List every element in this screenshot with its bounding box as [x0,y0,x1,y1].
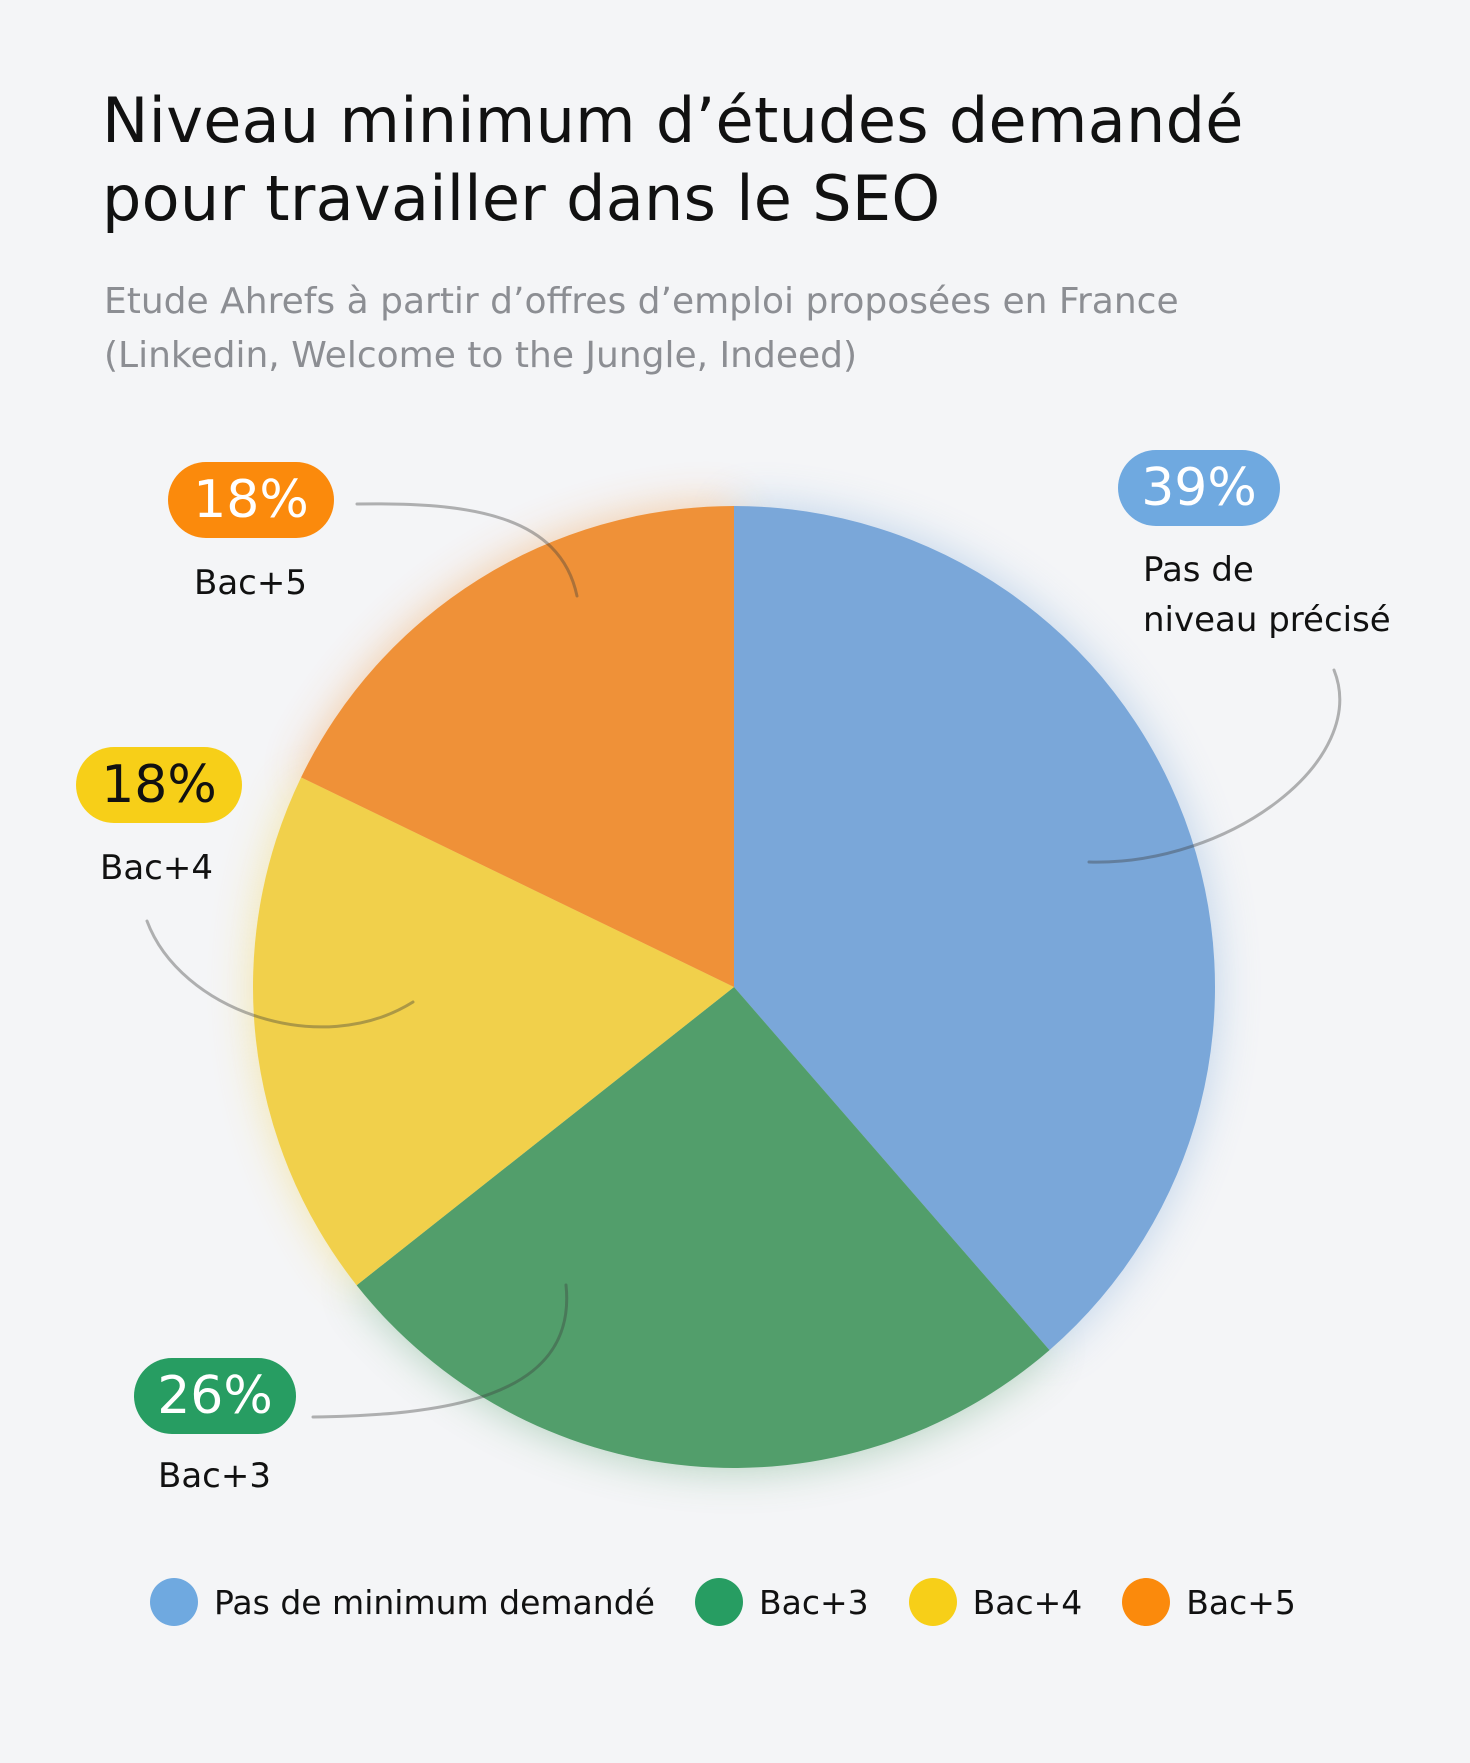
slice-pas-de-niveau [734,506,1216,1351]
leader-line-bac4 [145,919,415,1029]
chart-title: Niveau minimum d’études demandé pour tra… [102,84,1244,235]
badge-bac3: 26% [134,1358,296,1434]
legend-item-bac4: Bac+4 [908,1578,1083,1626]
chart-subtitle: Etude Ahrefs à partir d’offres d’emploi … [104,281,1179,376]
badge-bac5: 18% [168,462,334,538]
badge-bac4: 18% [76,747,242,823]
leader-line-pas-de-niveau [1087,668,1342,864]
legend-label: Bac+4 [972,1582,1083,1622]
legend-label: Pas de minimum demandé [214,1582,655,1622]
legend-label: Bac+3 [758,1582,869,1622]
slice-bac4 [252,777,734,1286]
legend-swatch [150,1578,198,1626]
slice-bac5 [301,505,734,987]
slice-bac3 [356,987,1050,1469]
leader-line-bac3 [311,1283,569,1419]
leader-line-bac5 [355,502,579,598]
label-bac5: Bac+5 [194,563,307,603]
legend-swatch [1122,1578,1171,1626]
label-bac3: Bac+3 [158,1456,271,1496]
legend-swatch [694,1578,743,1626]
legend-item-bac3: Bac+3 [694,1578,869,1626]
label-pas-de-niveau: Pas de niveau précisé [1143,550,1391,640]
legend-label: Bac+5 [1186,1582,1296,1622]
label-bac4: Bac+4 [100,848,213,888]
chart-legend: Pas de minimum demandé Bac+3 Bac+4 Bac+5 [150,1578,1336,1626]
legend-swatch [908,1578,957,1626]
legend-item-bac5: Bac+5 [1122,1578,1296,1626]
badge-pas-de-niveau: 39% [1118,450,1280,526]
legend-item-pas-de-minimum: Pas de minimum demandé [150,1578,655,1626]
